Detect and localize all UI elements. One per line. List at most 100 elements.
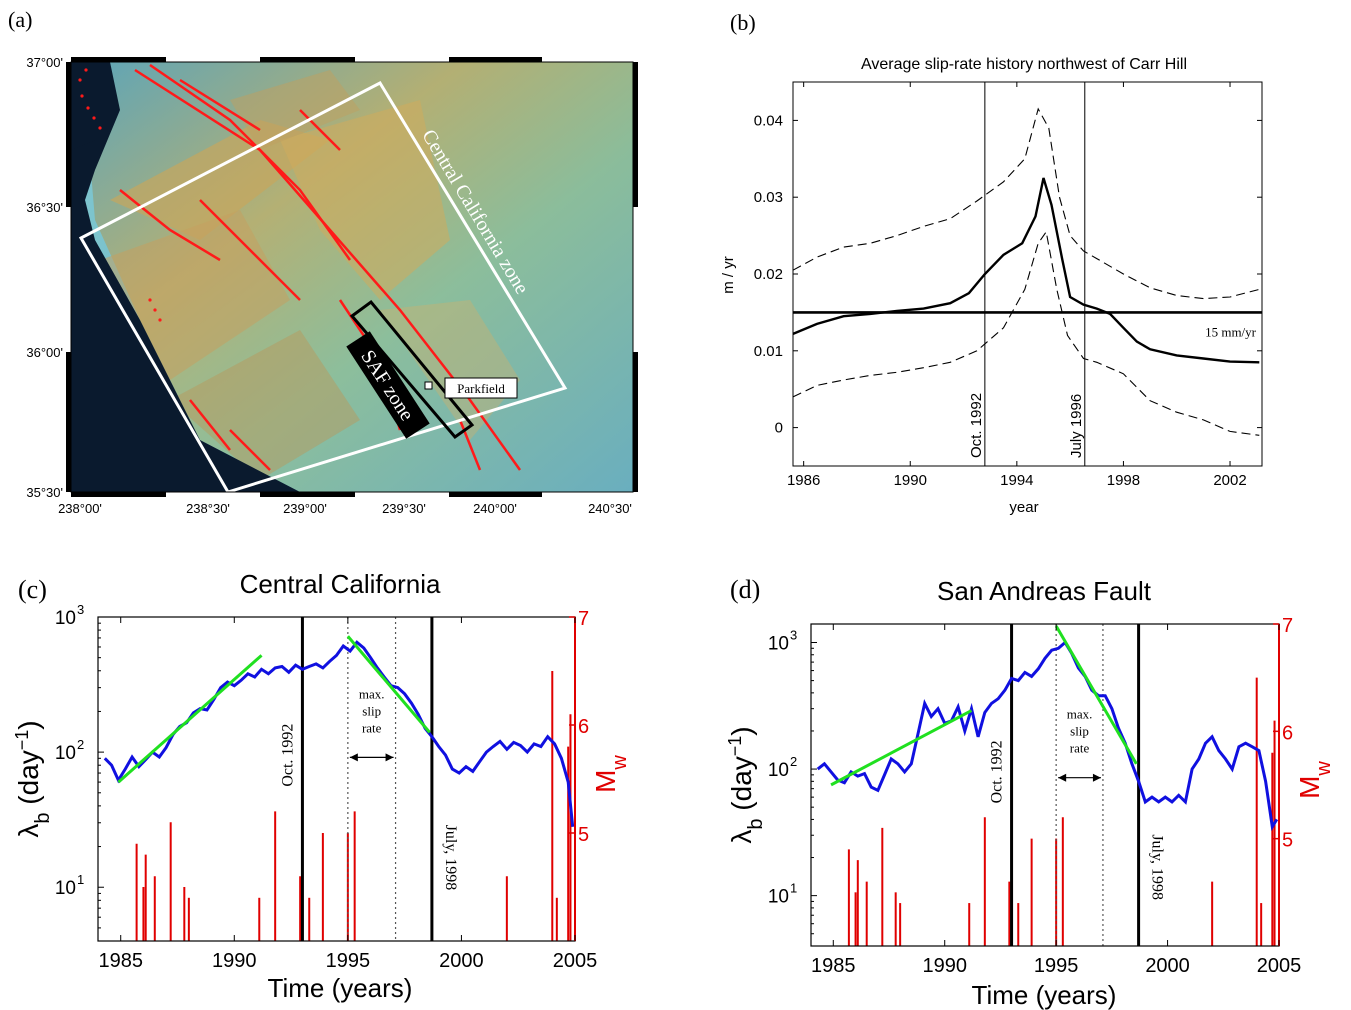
- xtick-label: 2000: [439, 950, 484, 972]
- xtick-label: 1995: [1034, 955, 1079, 977]
- ytick-label: 10: [768, 887, 789, 908]
- parkfield-label-box: [444, 377, 518, 399]
- ytick-label: 10: [768, 760, 789, 781]
- chart-b-xtick-label: 2002: [1213, 472, 1246, 489]
- chart-b-xtick-label: 1990: [894, 472, 927, 489]
- central-california-zone-outline: [78, 81, 568, 492]
- event-label: Oct. 1992: [989, 740, 1006, 803]
- ytick-label: 10: [55, 608, 76, 629]
- chart-b-title: Average slip-rate history northwest of C…: [861, 56, 1187, 73]
- map-border-ticks: [66, 57, 638, 497]
- chart-c-xlabel: Time (years): [268, 973, 413, 1003]
- y2tick-label: 6: [1282, 722, 1293, 744]
- y2tick-label: 7: [578, 608, 589, 630]
- max-slip-annotation: max.: [359, 686, 385, 701]
- trend-fit-line: [1054, 625, 1138, 765]
- lon-tick: 239°30': [382, 501, 426, 516]
- panel-a-label: (a): [8, 7, 32, 32]
- lon-tick: 238°30': [186, 501, 230, 516]
- xtick-label: 2005: [553, 950, 598, 972]
- event-label: July, 1998: [1149, 834, 1166, 900]
- xtick-label: 1990: [212, 950, 257, 972]
- chart-b-xtick-label: 1994: [1000, 472, 1033, 489]
- panel-d: (d) San Andreas Fault Time (years) Oct. …: [725, 575, 1335, 1010]
- panel-c-label: (c): [18, 575, 47, 604]
- ytick-label: 10: [55, 743, 76, 764]
- chart-b-xlabel: year: [1009, 499, 1038, 516]
- chart-b-reference-label: 15 mm/yr: [1205, 324, 1257, 339]
- map-image: [71, 62, 633, 492]
- rate-line: [816, 640, 1279, 832]
- xtick-label: 2005: [1257, 955, 1302, 977]
- lat-tick: 36°30': [26, 200, 63, 215]
- max-slip-annotation: slip: [362, 703, 381, 718]
- chart-b-bound-line: [792, 107, 1260, 300]
- ylabel-left: λb (day−1): [725, 726, 767, 843]
- max-slip-arrowhead: [1058, 773, 1067, 782]
- chart-b-mean-line: [792, 177, 1260, 364]
- chart-c-title: Central California: [240, 569, 441, 599]
- max-slip-arrowhead: [349, 753, 358, 762]
- lat-tick: 35°30': [26, 485, 63, 500]
- chart-b-ytick-label: 0: [775, 420, 783, 437]
- plot-frame: [97, 616, 576, 942]
- trend-fit-line: [830, 709, 973, 787]
- ytick-exponent: 1: [77, 872, 84, 887]
- y2tick-label: 5: [1282, 830, 1293, 852]
- panel-b: (b) Average slip-rate history northwest …: [720, 10, 1263, 516]
- chart-b-ytick-label: 0.01: [754, 343, 783, 360]
- ocean: [71, 62, 300, 492]
- xtick-label: 1990: [922, 955, 967, 977]
- fault-dots: [78, 68, 162, 322]
- chart-b-ylabel: m / yr: [720, 256, 737, 294]
- lon-tick: 240°00': [473, 501, 517, 516]
- rate-line: [103, 640, 575, 827]
- chart-b-bound-line: [792, 230, 1260, 436]
- max-slip-annotation: rate: [1070, 741, 1090, 756]
- lon-tick: 239°00': [283, 501, 327, 516]
- ylabel-left: λb (day−1): [12, 720, 54, 837]
- y2tick-label: 7: [1282, 615, 1293, 637]
- event-label: July, 1998: [442, 825, 459, 891]
- y2tick-label: 6: [578, 716, 589, 738]
- trend-fit-line: [346, 635, 431, 734]
- xtick-label: 1995: [326, 950, 371, 972]
- chart-b-xtick-label: 1986: [787, 472, 820, 489]
- lon-tick: 238°00': [58, 501, 102, 516]
- chart-b-ytick-label: 0.03: [754, 189, 783, 206]
- trend-fit-line: [117, 654, 263, 784]
- max-slip-arrowhead: [1092, 773, 1101, 782]
- chart-b-xtick-label: 1998: [1107, 472, 1140, 489]
- xtick-label: 1985: [98, 950, 143, 972]
- lon-tick: 240°30': [588, 501, 632, 516]
- parkfield-label: Parkfield: [457, 381, 505, 396]
- fault-lines: [119, 63, 522, 471]
- max-slip-annotation: rate: [362, 720, 382, 735]
- chart-b-ytick-label: 0.02: [754, 266, 783, 283]
- xtick-label: 1985: [811, 955, 856, 977]
- ytick-exponent: 3: [77, 602, 84, 617]
- panel-d-label: (d): [730, 575, 760, 604]
- lat-tick-labels: 37°00' 36°30' 36°00' 35°30': [26, 55, 63, 500]
- lon-tick-labels: 238°00' 238°30' 239°00' 239°30' 240°00' …: [58, 501, 632, 516]
- lat-tick: 37°00': [26, 55, 63, 70]
- ytick-exponent: 1: [790, 881, 797, 896]
- chart-b-frame: [792, 81, 1263, 467]
- chart-d-title: San Andreas Fault: [937, 576, 1152, 606]
- lat-tick: 36°00': [26, 345, 63, 360]
- panel-a: (a): [8, 7, 638, 516]
- ytick-exponent: 2: [77, 737, 84, 752]
- ytick-exponent: 2: [790, 754, 797, 769]
- panel-c: (c) Central California Time (years) Oct.…: [12, 569, 631, 1003]
- chart-d-xlabel: Time (years): [972, 980, 1117, 1010]
- saf-zone-outline: [349, 299, 475, 440]
- ytick-label: 10: [55, 878, 76, 899]
- ylabel-right: Mw: [590, 755, 631, 793]
- chart-b-event-label: Oct. 1992: [968, 393, 985, 458]
- max-slip-annotation: slip: [1070, 724, 1089, 739]
- parkfield-marker: [424, 381, 433, 390]
- panel-b-label: (b): [730, 10, 756, 35]
- ytick-label: 10: [768, 633, 789, 654]
- max-slip-annotation: max.: [1067, 707, 1093, 722]
